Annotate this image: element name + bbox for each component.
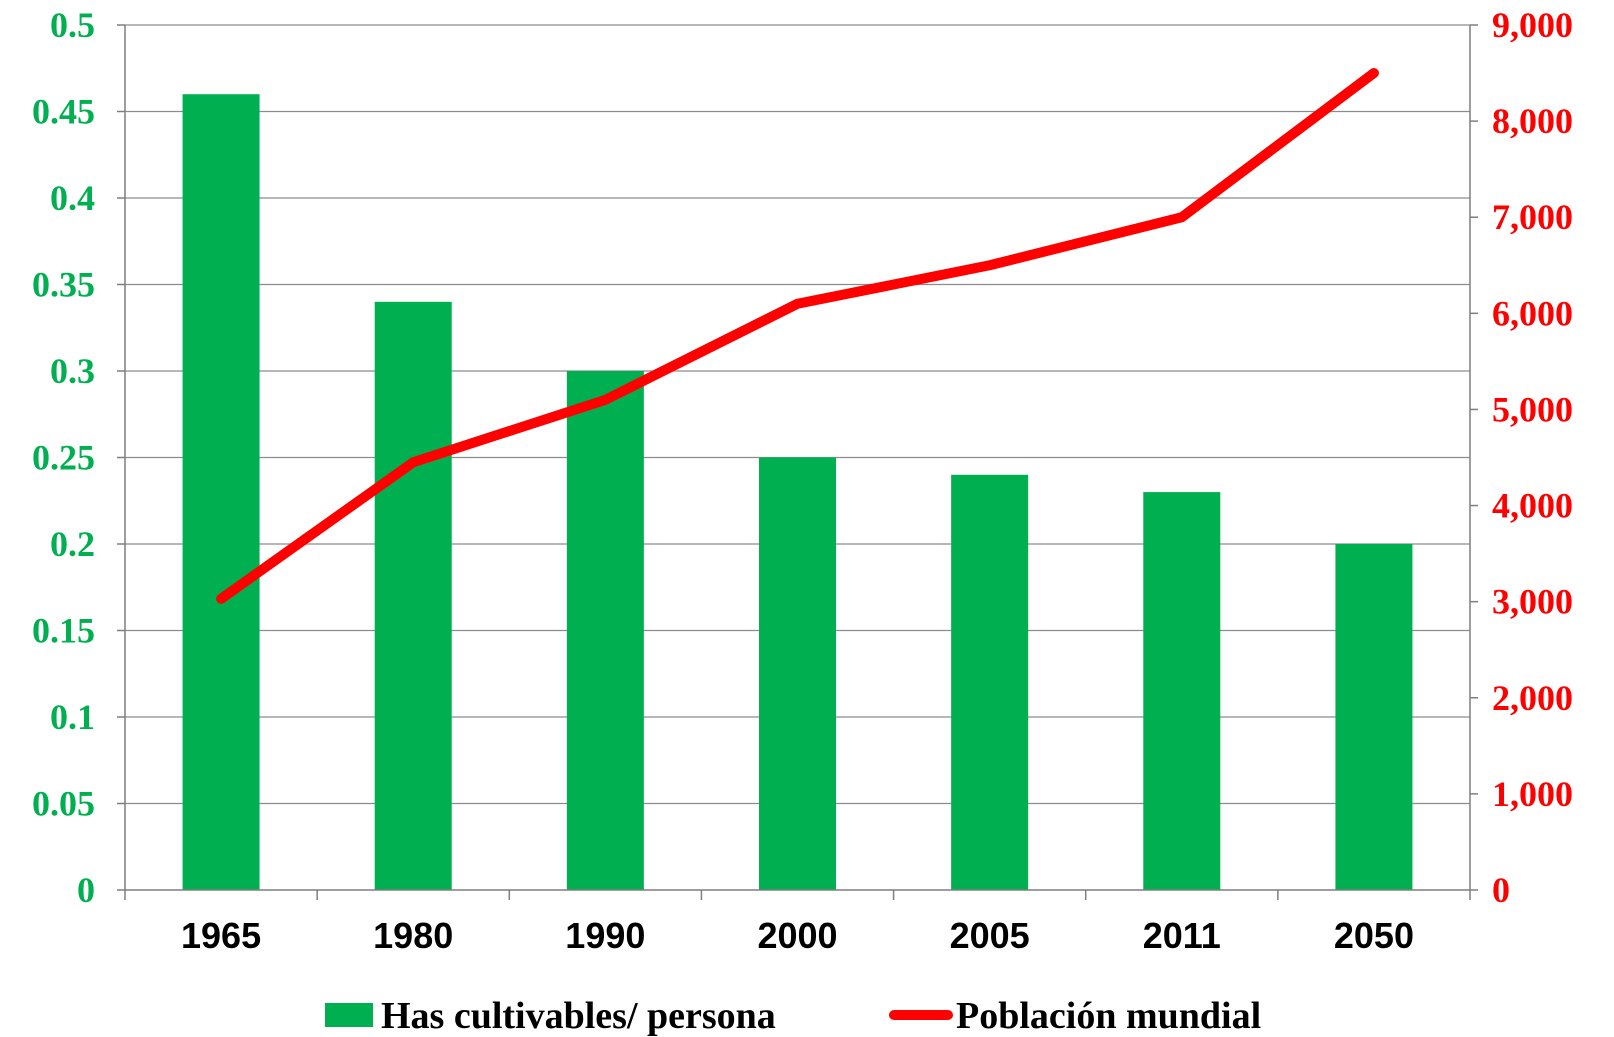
- line-series: [216, 68, 1379, 604]
- left-tick-label: 0.3: [50, 351, 95, 391]
- legend-swatch-bar: [325, 1003, 373, 1027]
- left-tick-label: 0.2: [50, 524, 95, 564]
- x-tick-label-2005: 2005: [950, 915, 1030, 956]
- right-axis-tick-labels: 0 1,000 2,000 3,000 4,000 5,000 6,000 7,000 8,00…: [1492, 5, 1573, 910]
- left-tick-label: 0.15: [32, 611, 95, 651]
- bar-2050: [1335, 544, 1413, 890]
- axes: [117, 24, 1478, 900]
- bar-1965: [182, 94, 260, 890]
- right-tick-label: 5,000: [1492, 389, 1573, 429]
- bar-1990: [566, 371, 644, 890]
- x-tick-label-2000: 2000: [757, 915, 837, 956]
- right-tick-label: 1,000: [1492, 774, 1573, 814]
- left-tick-label: 0.4: [50, 178, 95, 218]
- right-tick-label: 4,000: [1492, 486, 1573, 526]
- bar-1980: [374, 301, 452, 890]
- right-tick-label: 8,000: [1492, 101, 1573, 141]
- bar-2011: [1143, 492, 1221, 890]
- right-tick-label: 9,000: [1492, 5, 1573, 45]
- left-axis-tick-labels: 0 0.05 0.1 0.15 0.2 0.25 0.3 0.35 0.4 0.45 0.5: [32, 5, 95, 910]
- legend: Has cultivables/ persona Población mundi…: [325, 995, 1261, 1037]
- left-tick-label: 0: [77, 870, 95, 910]
- left-tick-label: 0.45: [32, 92, 95, 132]
- x-tick-label-1990: 1990: [565, 915, 645, 956]
- right-tick-label: 0: [1492, 870, 1510, 910]
- right-tick-label: 6,000: [1492, 293, 1573, 333]
- left-tick-label: 0.05: [32, 784, 95, 824]
- right-tick-label: 2,000: [1492, 678, 1573, 718]
- right-tick-label: 3,000: [1492, 582, 1573, 622]
- x-tick-label-1980: 1980: [373, 915, 453, 956]
- bar-series: [182, 94, 1413, 890]
- left-tick-label: 0.1: [50, 697, 95, 737]
- bar-2000: [759, 457, 836, 890]
- left-tick-label: 0.35: [32, 265, 95, 305]
- x-axis-tick-labels: 1965 1980 1990 2000 2005 2011 2050: [181, 915, 1414, 956]
- bar-2005: [951, 474, 1029, 890]
- left-tick-label: 0.25: [32, 438, 95, 478]
- right-tick-label: 7,000: [1492, 197, 1573, 237]
- x-tick-label-1965: 1965: [181, 915, 261, 956]
- x-tick-label-2050: 2050: [1334, 915, 1414, 956]
- x-tick-label-2011: 2011: [1143, 915, 1221, 956]
- legend-label-line: Población mundial: [956, 995, 1261, 1037]
- legend-label-bar: Has cultivables/ persona: [381, 995, 776, 1037]
- left-tick-label: 0.5: [50, 5, 95, 45]
